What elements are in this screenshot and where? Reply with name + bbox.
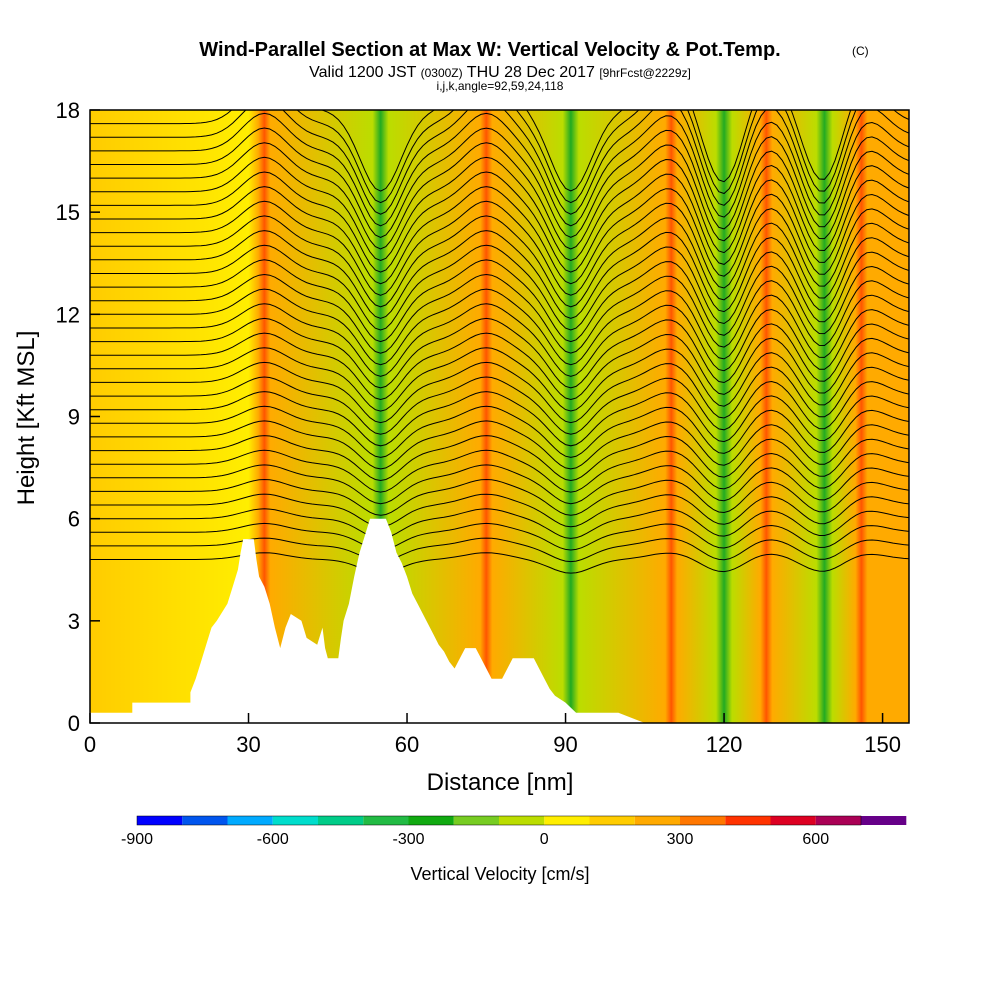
x-axis-label: Distance [nm] — [427, 769, 574, 796]
isentrope-line — [90, 508, 909, 539]
x-tick-label: 90 — [553, 732, 577, 757]
isentrope-line — [90, 303, 909, 377]
colorbar-swatch — [544, 816, 590, 825]
isentrope-line — [90, 230, 909, 319]
isentrope-line — [90, 110, 909, 204]
terrain-profile — [90, 518, 909, 723]
isentrope-line — [90, 420, 909, 470]
isentrope-line — [90, 171, 909, 273]
x-tick-label: 60 — [395, 732, 419, 757]
isentrope-line — [90, 478, 909, 516]
y-tick-label: 9 — [68, 405, 80, 430]
colorbar-swatch — [861, 816, 907, 825]
colorbar-swatch — [453, 816, 500, 825]
colorbar-swatch — [680, 816, 726, 825]
y-tick-label: 18 — [56, 98, 80, 123]
isentrope-line — [90, 522, 909, 551]
y-tick-label: 12 — [56, 302, 80, 327]
colorbar-swatch — [408, 816, 454, 825]
isentrope-line — [90, 317, 909, 389]
colorbar-swatch — [634, 816, 681, 825]
plot-area — [90, 110, 909, 723]
isentrope-line — [90, 273, 909, 354]
copyright-mark: (C) — [852, 44, 869, 58]
chart-subtitle: Valid 1200 JST (0300Z) THU 28 Dec 2017 [… — [309, 64, 691, 81]
colorbar: -900 -600 -300 0 300 600 — [121, 815, 907, 848]
isentrope-line — [90, 156, 909, 262]
chart-title-block: Wind-Parallel Section at Max W: Vertical… — [199, 39, 868, 93]
colorbar-tick-label: 0 — [540, 831, 549, 848]
isentrope-line — [90, 215, 909, 308]
isentrope-line — [90, 361, 909, 424]
isentrope-line — [90, 142, 909, 250]
isentrope-line — [90, 112, 909, 227]
y-tick-label: 0 — [68, 711, 80, 736]
isentrope-line — [90, 186, 909, 285]
isentrope-line — [90, 405, 909, 458]
isentrope-line — [90, 347, 909, 412]
colorbar-swatch — [815, 816, 862, 825]
isentrope-line — [90, 200, 909, 296]
y-tick-label: 15 — [56, 200, 80, 225]
colorbar-swatch — [272, 816, 319, 825]
x-tick-label: 150 — [864, 732, 901, 757]
colorbar-swatch — [725, 816, 771, 825]
isentrope-line — [90, 464, 909, 505]
isentrope-line — [90, 552, 909, 574]
colorbar-swatch — [499, 816, 545, 825]
y-axis-label: Height [Kft MSL] — [13, 331, 40, 506]
isentrope-line — [90, 244, 909, 331]
isentrope-line — [90, 391, 909, 447]
isentrope-line — [90, 332, 909, 401]
isentrope-line — [90, 110, 909, 215]
isentrope-line — [90, 288, 909, 366]
colorbar-tick-label: -600 — [257, 831, 289, 848]
colorbar-tick-label: 300 — [667, 831, 694, 848]
isentrope-line — [90, 449, 909, 493]
colorbar-swatch — [589, 816, 635, 825]
colorbar-swatch — [318, 816, 364, 825]
colorbar-tick-label: -900 — [121, 831, 153, 848]
colorbar-swatch — [137, 816, 183, 825]
x-tick-label: 120 — [706, 732, 743, 757]
colorbar-swatch — [770, 816, 816, 825]
isentrope-line — [90, 493, 909, 528]
y-tick-label: 3 — [68, 609, 80, 634]
x-tick-label: 0 — [84, 732, 96, 757]
colorbar-tick-label: 600 — [802, 831, 829, 848]
isentrope-line — [90, 537, 909, 563]
colorbar-frame — [136, 815, 862, 826]
isentrope-line — [90, 376, 909, 435]
grid-indices-label: i,j,k,angle=92,59,24,118 — [437, 79, 564, 93]
potential-temperature-contours — [90, 110, 909, 574]
isentrope-line — [90, 259, 909, 343]
isentrope-line — [90, 435, 909, 482]
isentrope-line — [90, 127, 909, 238]
x-tick-label: 30 — [236, 732, 260, 757]
colorbar-swatch — [227, 816, 273, 825]
chart-title: Wind-Parallel Section at Max W: Vertical… — [199, 39, 780, 61]
colorbar-tick-label: -300 — [392, 831, 424, 848]
chart-axes: 0 30 60 90 120 150 0 3 6 9 12 15 18 — [56, 98, 901, 757]
colorbar-swatch — [363, 816, 409, 825]
y-tick-label: 6 — [68, 507, 80, 532]
colorbar-label: Vertical Velocity [cm/s] — [410, 864, 589, 884]
colorbar-swatch — [182, 816, 228, 825]
